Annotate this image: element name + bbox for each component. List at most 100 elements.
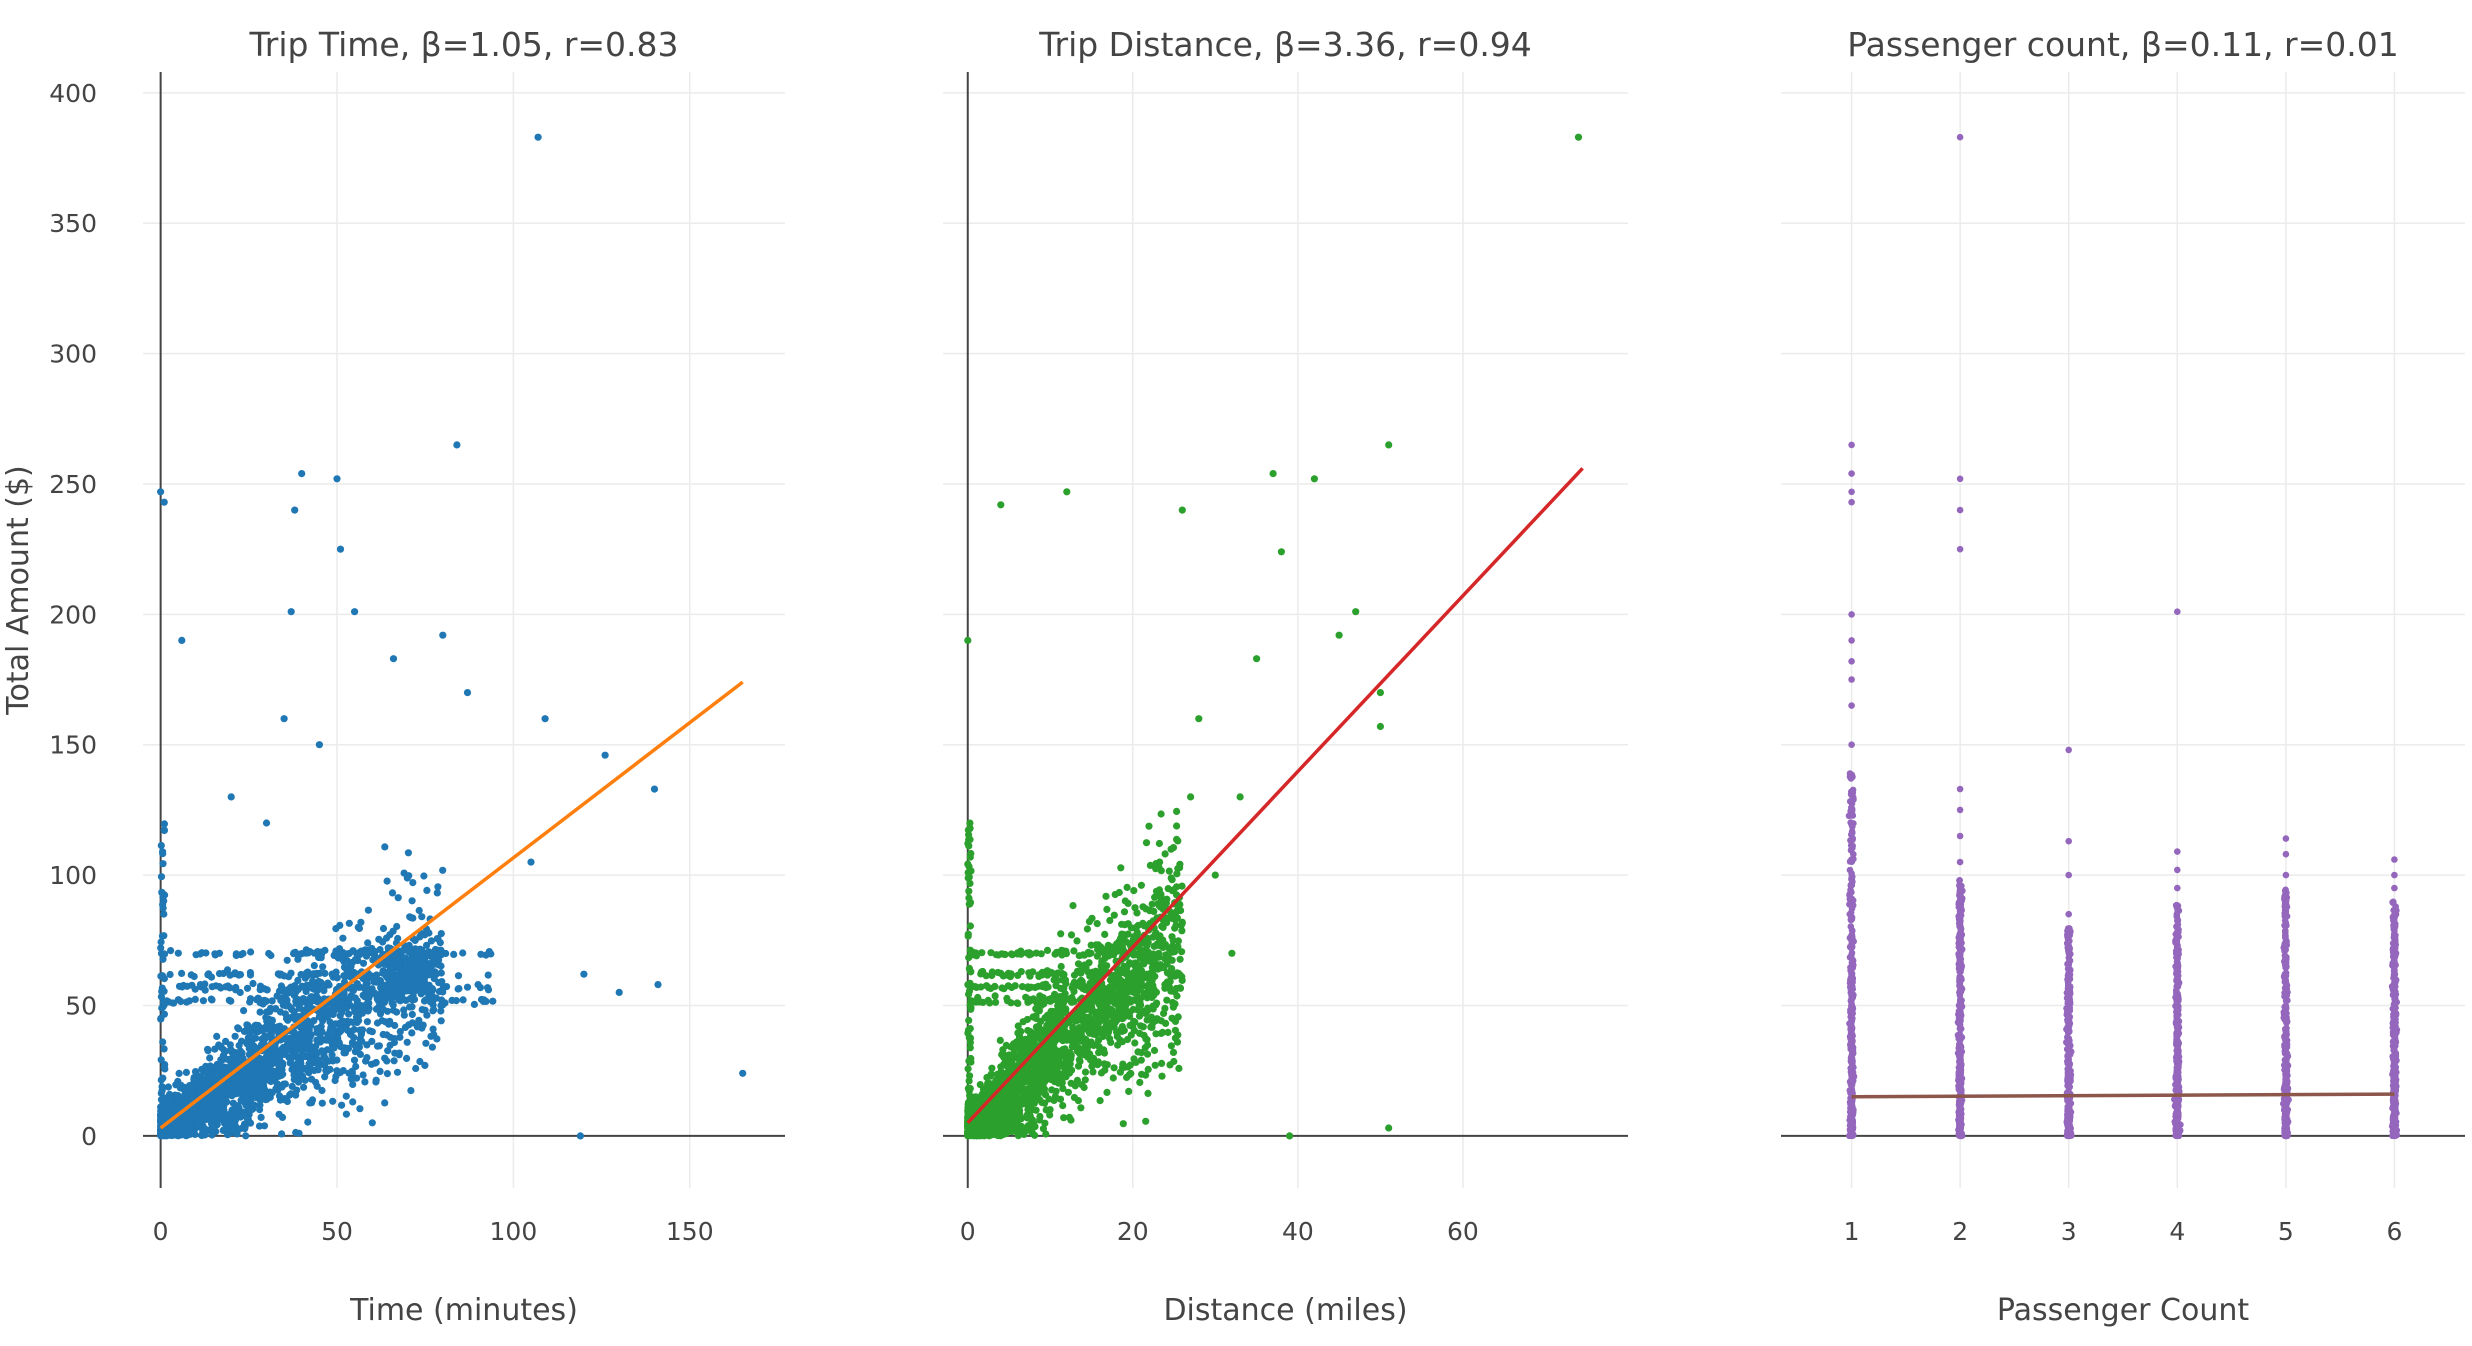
- data-point: [339, 1017, 347, 1025]
- scatter-points: [964, 133, 1583, 1140]
- data-point: [1037, 997, 1045, 1006]
- data-point: [1022, 1065, 1030, 1073]
- data-point: [1067, 1030, 1075, 1038]
- data-point: [159, 998, 167, 1006]
- data-point: [1144, 1089, 1152, 1097]
- data-point: [1165, 955, 1173, 963]
- data-point: [223, 966, 232, 974]
- data-point: [1089, 1060, 1097, 1068]
- data-point: [1167, 874, 1175, 882]
- data-point: [433, 935, 441, 943]
- data-point: [1102, 892, 1110, 900]
- data-point: [1133, 997, 1141, 1005]
- data-point: [1174, 937, 1182, 945]
- data-point: [217, 1062, 226, 1070]
- data-point: [412, 970, 420, 979]
- data-point: [1107, 1038, 1115, 1046]
- data-point: [170, 999, 178, 1007]
- data-point: [207, 973, 216, 981]
- data-point: [474, 981, 482, 989]
- data-point: [304, 971, 312, 979]
- y-tick-label: 350: [49, 209, 97, 238]
- y-tick-label: 200: [49, 600, 97, 629]
- data-point: [1087, 1020, 1095, 1028]
- data-point: [157, 1056, 165, 1064]
- data-point: [601, 751, 609, 759]
- data-point: [368, 1028, 376, 1036]
- data-point: [576, 1132, 585, 1140]
- data-point: [174, 1092, 182, 1100]
- data-point: [225, 984, 234, 992]
- data-point: [403, 972, 411, 980]
- data-point: [321, 1054, 329, 1063]
- data-point: [430, 1006, 438, 1014]
- data-point: [342, 1110, 350, 1118]
- data-point: [1067, 1116, 1075, 1124]
- data-point: [283, 1097, 291, 1106]
- data-point: [484, 986, 493, 994]
- data-point: [158, 1087, 166, 1095]
- data-point: [255, 996, 264, 1004]
- data-point: [157, 938, 165, 946]
- data-point: [264, 1094, 272, 1102]
- data-point: [372, 971, 380, 980]
- data-point: [1062, 1057, 1070, 1065]
- data-point: [1059, 1102, 1067, 1110]
- data-point: [406, 913, 414, 921]
- data-point: [321, 969, 329, 978]
- data-point: [313, 982, 322, 990]
- data-point: [1021, 1093, 1030, 1101]
- data-point: [421, 996, 429, 1004]
- data-point: [311, 1048, 320, 1056]
- data-point: [326, 1046, 334, 1054]
- data-point: [397, 947, 405, 955]
- data-point: [208, 1116, 216, 1124]
- data-point: [1057, 962, 1065, 971]
- data-point: [376, 1067, 384, 1075]
- data-point: [404, 849, 412, 857]
- data-point: [408, 1003, 416, 1011]
- data-point: [255, 1122, 264, 1130]
- data-point: [1023, 1015, 1031, 1024]
- data-point: [1173, 835, 1181, 844]
- data-point: [383, 1070, 391, 1078]
- data-point: [215, 949, 223, 957]
- y-tick-label: 300: [49, 340, 97, 369]
- data-point: [1124, 1063, 1132, 1071]
- data-point: [482, 951, 490, 959]
- data-point: [419, 1021, 427, 1029]
- data-point: [160, 498, 168, 506]
- data-point: [482, 997, 490, 1006]
- data-point: [178, 636, 186, 645]
- data-point: [383, 1057, 391, 1065]
- data-point: [1119, 1120, 1127, 1128]
- data-point: [302, 1066, 311, 1074]
- data-point: [291, 948, 299, 957]
- data-point: [1110, 1064, 1118, 1072]
- data-point: [416, 933, 424, 941]
- data-point: [391, 1035, 399, 1043]
- data-point: [251, 1090, 259, 1098]
- data-point: [437, 949, 445, 958]
- data-point: [395, 1049, 403, 1057]
- data-point: [437, 1017, 445, 1025]
- data-point: [1096, 1097, 1104, 1105]
- data-point: [400, 1011, 408, 1019]
- data-point: [226, 1062, 235, 1070]
- data-point: [359, 1071, 367, 1079]
- data-point: [339, 934, 347, 942]
- data-point: [1032, 1014, 1040, 1023]
- data-point: [333, 475, 341, 483]
- data-point: [345, 919, 353, 927]
- data-point: [160, 932, 168, 940]
- data-point: [235, 1025, 243, 1033]
- data-point: [239, 949, 247, 958]
- data-point: [191, 995, 199, 1004]
- data-point: [184, 1086, 193, 1094]
- data-point: [158, 889, 166, 897]
- data-point: [421, 950, 429, 958]
- data-point: [541, 715, 549, 723]
- data-point: [1152, 1030, 1160, 1038]
- data-point: [1157, 890, 1165, 898]
- data-point: [1140, 960, 1148, 968]
